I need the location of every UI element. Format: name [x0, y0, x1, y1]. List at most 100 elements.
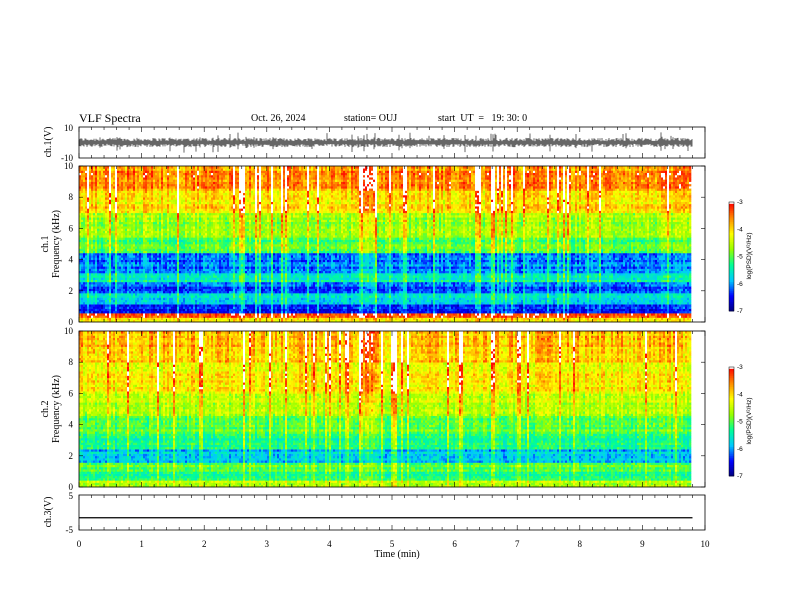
- spectrogram-cell: [653, 288, 656, 292]
- spectrogram-cell: [121, 301, 124, 305]
- spectrogram-cell: [613, 290, 618, 294]
- spectrogram-cell: [305, 290, 308, 294]
- spectrogram-cell: [551, 288, 554, 292]
- spectrogram-cell: [271, 288, 274, 292]
- spectrogram-cell: [623, 297, 626, 301]
- spectrogram-cell: [215, 286, 218, 289]
- spectrogram-cell: [145, 290, 148, 294]
- spectrogram-cell: [119, 310, 122, 314]
- spectrogram-cell: [213, 308, 216, 312]
- spectrogram-cell: [643, 288, 646, 292]
- spectrogram-cell: [347, 295, 350, 298]
- spectrogram-cell: [527, 310, 530, 314]
- spectrogram-cell: [321, 319, 324, 323]
- spectrogram-cell: [183, 313, 186, 316]
- spectrogram-cell: [601, 299, 604, 303]
- spectrogram-cell: [533, 313, 536, 316]
- spectrogram-cell: [527, 315, 530, 318]
- spectrogram-cell: [447, 288, 450, 292]
- spectrogram-cell: [331, 304, 334, 307]
- spectrogram-cell: [225, 299, 228, 303]
- spectrogram-cell: [651, 293, 654, 296]
- spectrogram-cell: [599, 310, 602, 314]
- spectrogram-cell: [369, 295, 372, 298]
- spectrogram-cell: [83, 284, 86, 287]
- spectrogram-cell: [299, 308, 302, 312]
- spectrogram-cell: [279, 290, 282, 294]
- spectrogram-cell: [427, 299, 430, 303]
- spectrogram-cell: [471, 301, 474, 305]
- spectrogram-cell: [503, 306, 506, 309]
- spectrogram-cell: [323, 301, 326, 305]
- spectrogram-cell: [105, 310, 108, 314]
- spectrogram-cell: [375, 308, 378, 312]
- spectrogram-cell: [303, 304, 306, 307]
- spectrogram-cell: [141, 290, 144, 294]
- spectrogram-cell: [451, 295, 454, 298]
- spectrogram-cell: [627, 304, 630, 307]
- spectrogram-cell: [177, 299, 180, 303]
- spectrogram-cell: [673, 315, 676, 318]
- spectrogram-cell: [479, 317, 482, 321]
- spectrogram-cell: [645, 288, 648, 292]
- spectrogram-cell: [305, 295, 308, 298]
- spectrogram-cell: [357, 304, 360, 307]
- spectrogram-cell: [91, 319, 94, 323]
- spectrogram-cell: [285, 286, 288, 289]
- spectrogram-cell: [685, 290, 688, 294]
- spectrogram-cell: [181, 304, 184, 307]
- spectrogram-cell: [219, 317, 222, 321]
- spectrogram-cell: [577, 317, 580, 321]
- spectrogram-cell: [267, 310, 270, 314]
- spectrogram-cell: [667, 286, 670, 289]
- spectrogram-cell: [205, 310, 208, 314]
- spectrogram-cell: [609, 290, 612, 294]
- spectrogram-cell: [115, 308, 118, 312]
- spectrogram-cell: [81, 290, 84, 294]
- spectrogram-cell: [103, 293, 106, 296]
- spectrogram-cell: [149, 299, 152, 303]
- spectrogram-cell: [237, 319, 240, 323]
- spectrogram-cell: [469, 317, 472, 321]
- spectrogram-cell: [169, 288, 172, 292]
- spectrogram-cell: [143, 286, 146, 289]
- spectrogram-cell: [175, 290, 178, 294]
- spectrogram-cell: [369, 315, 372, 318]
- spectrogram-cell: [301, 290, 304, 294]
- spectrogram-cell: [681, 299, 684, 303]
- spectrogram-cell: [515, 308, 518, 312]
- spectrogram-cell: [635, 313, 638, 316]
- spectrogram-cell: [123, 317, 126, 321]
- spectrogram-cell: [247, 306, 250, 309]
- spectrogram-cell: [303, 288, 306, 292]
- spectrogram-cell: [95, 299, 98, 303]
- spectrogram-cell: [297, 317, 300, 321]
- spectrogram-cell: [269, 304, 272, 307]
- spectrogram-cell: [211, 317, 214, 321]
- spectrogram-cell: [657, 293, 660, 296]
- spectrogram-cell: [143, 310, 146, 314]
- spectrogram-cell: [571, 315, 574, 318]
- spectrogram-cell: [627, 301, 630, 305]
- spectrogram-cell: [595, 315, 598, 318]
- spectrogram-cell: [439, 304, 442, 307]
- spectrogram-cell: [591, 304, 594, 307]
- spectrogram-cell: [197, 290, 200, 294]
- spectrogram-cell: [113, 293, 116, 296]
- spectrogram-cell: [151, 286, 154, 289]
- spectrogram-cell: [541, 295, 544, 298]
- spectrogram-cell: [631, 310, 634, 314]
- spectrogram-cell: [381, 295, 384, 298]
- spectrogram-cell: [641, 288, 644, 292]
- spectrogram-cell: [265, 301, 268, 305]
- spectrogram-cell: [99, 295, 102, 298]
- spectrogram-cell: [161, 299, 164, 303]
- spectrogram-cell: [343, 319, 346, 323]
- spectrogram-cell: [99, 310, 102, 314]
- spectrogram-cell: [635, 290, 638, 294]
- spectrogram-cell: [289, 295, 292, 298]
- spectrogram-cell: [271, 313, 274, 316]
- spectrogram-cell: [593, 313, 596, 316]
- spectrogram-cell: [151, 317, 154, 321]
- spectrogram-cell: [687, 288, 690, 292]
